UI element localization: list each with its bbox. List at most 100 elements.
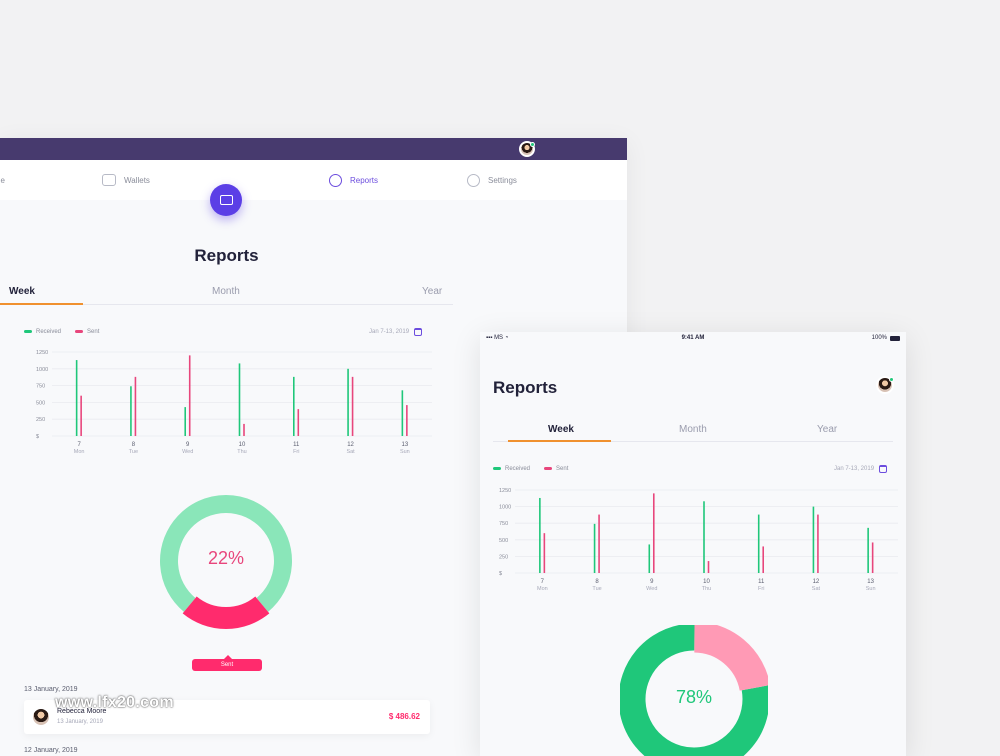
nav-item-home[interactable]: ne (0, 160, 5, 200)
tab-week[interactable]: Week (9, 286, 35, 297)
tab-month[interactable]: Month (212, 286, 240, 297)
x-day-label: Tue (129, 449, 138, 455)
contact-name: Rebecca Moore (57, 708, 107, 715)
wallet-icon (102, 174, 116, 186)
donut-slice-received (620, 625, 768, 756)
y-tick-label: 1000 (36, 367, 48, 373)
battery-icon (890, 335, 900, 341)
nav-item-settings[interactable]: Settings (467, 160, 517, 200)
y-tick-label: 750 (499, 521, 508, 527)
x-day-label: Sat (346, 449, 355, 455)
date-range-text: Jan 7-13, 2019 (834, 466, 875, 472)
x-tick-label: 8 (132, 442, 136, 448)
transaction-date: 13 January, 2019 (57, 719, 103, 725)
y-tick-label: 500 (499, 538, 508, 544)
tab-month[interactable]: Month (679, 424, 707, 435)
tab-active-indicator (0, 303, 83, 305)
nav-label-home: ne (0, 175, 5, 185)
donut-slice-sent (693, 625, 768, 692)
chart-legend: Received Sent (493, 466, 568, 472)
top-bar (0, 138, 627, 160)
tab-divider (0, 304, 453, 305)
carrier: ▪▪▪ MS ◔ (486, 335, 509, 341)
x-tick-label: 9 (186, 442, 190, 448)
legend-received-label: Received (505, 466, 531, 472)
nav-item-wallets[interactable]: Wallets (102, 160, 150, 200)
nav-label-wallets: Wallets (124, 175, 150, 185)
x-tick-label: 11 (758, 579, 765, 585)
y-tick-label: 1000 (499, 505, 511, 511)
x-tick-label: 7 (77, 442, 81, 448)
y-tick-label: 750 (36, 384, 45, 390)
tab-year[interactable]: Year (817, 424, 838, 435)
legend-sent-label: Sent (556, 466, 569, 472)
page-title: Reports (493, 378, 558, 397)
legend-sent: Sent (75, 329, 99, 335)
x-tick-label: 10 (239, 442, 246, 448)
date-range-picker[interactable]: Jan 7-13, 2019 (369, 328, 423, 336)
x-tick-label: 11 (293, 442, 300, 448)
x-day-label: Wed (646, 586, 657, 592)
legend-sent: Sent (544, 466, 568, 472)
legend-received: Received (493, 466, 530, 472)
x-day-label: Fri (758, 586, 764, 592)
legend-swatch-sent (75, 329, 84, 333)
donut-percentage: 78% (675, 687, 713, 707)
x-day-label: Fri (293, 449, 299, 455)
send-money-button[interactable] (210, 184, 242, 216)
tab-year[interactable]: Year (422, 286, 443, 297)
x-tick-label: 12 (813, 579, 820, 585)
x-tick-label: 7 (541, 579, 545, 585)
donut-chart (620, 625, 768, 756)
legend-received-label: Received (36, 329, 62, 335)
calendar-icon[interactable] (414, 328, 423, 336)
tab-week[interactable]: Week (548, 424, 574, 435)
mobile-screen: ▪▪▪ MS ◔ 9:41 AM 100% Reports Week Month… (480, 332, 906, 756)
legend-sent-label: Sent (87, 329, 100, 335)
transaction-row[interactable]: Rebecca Moore 13 January, 2019 $ 486.62 (24, 700, 430, 734)
nav-label-reports: Reports (350, 175, 379, 185)
online-indicator (889, 377, 894, 382)
x-day-label: Sun (866, 586, 876, 592)
x-tick-label: 13 (402, 442, 409, 448)
x-tick-label: 10 (703, 579, 710, 585)
chart-legend: Received Sent (24, 329, 99, 335)
tab-active-indicator (508, 440, 611, 442)
pie-chart-icon (329, 173, 342, 187)
x-day-label: Sat (812, 586, 821, 592)
x-tick-label: 9 (650, 579, 654, 585)
legend-swatch-sent (544, 466, 553, 470)
donut-chart (160, 495, 292, 629)
date-range-text: Jan 7-13, 2019 (369, 329, 410, 335)
y-tick-label: 250 (36, 417, 45, 423)
x-day-label: Mon (74, 449, 85, 455)
status-time: 9:41 AM (681, 335, 705, 341)
sent-tooltip: Sent (192, 655, 262, 671)
y-tick-label: 1250 (36, 350, 48, 356)
x-day-label: Thu (702, 586, 711, 592)
donut-percentage: 22% (207, 548, 245, 568)
battery: 100% (872, 335, 900, 341)
date-range-picker[interactable]: Jan 7-13, 2019 (834, 465, 888, 473)
user-avatar[interactable] (519, 141, 535, 157)
y-tick-label: 500 (36, 400, 45, 406)
y-tick-label: $ (36, 434, 39, 440)
x-tick-label: 13 (867, 579, 874, 585)
y-tick-label: 1250 (499, 488, 511, 494)
x-day-label: Mon (537, 586, 548, 592)
x-day-label: Tue (592, 586, 601, 592)
calendar-icon[interactable] (879, 465, 888, 473)
x-day-label: Thu (237, 449, 246, 455)
nav-label-settings: Settings (488, 175, 517, 185)
user-avatar[interactable] (876, 376, 894, 394)
x-day-label: Sun (400, 449, 410, 455)
donut-slice-sent (182, 596, 270, 629)
x-day-label: Wed (182, 449, 193, 455)
nav-item-reports[interactable]: Reports (329, 160, 378, 200)
legend-swatch-received (24, 329, 32, 333)
contact-avatar (32, 708, 50, 726)
tab-divider (493, 441, 893, 442)
list-date-header: 12 January, 2019 (24, 747, 78, 754)
